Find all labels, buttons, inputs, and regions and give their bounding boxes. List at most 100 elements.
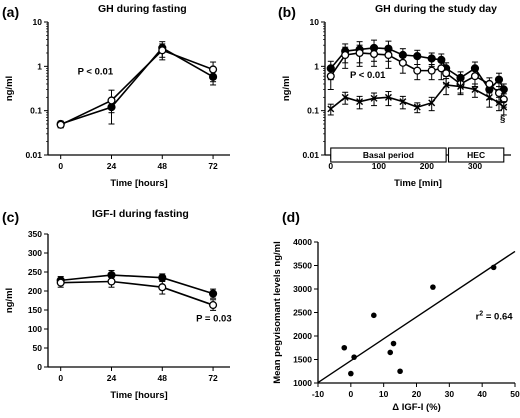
x-tick-label: 0 — [58, 373, 63, 383]
y-tick-label: 350 — [28, 229, 42, 239]
data-point — [158, 283, 167, 292]
x-tick-label: 40 — [477, 389, 487, 399]
y-tick-label: 200 — [28, 286, 42, 296]
data-point — [485, 93, 493, 101]
series-line — [60, 46, 214, 125]
data-point — [442, 69, 451, 78]
data-point — [384, 93, 392, 101]
panel-label: (b) — [278, 4, 296, 20]
y-axis-label: ng/ml — [4, 288, 15, 313]
data-point — [384, 50, 393, 60]
scatter-point — [341, 344, 348, 351]
panel-label: (a) — [2, 4, 19, 20]
data-point — [457, 83, 465, 91]
data-point — [209, 65, 218, 74]
data-point — [356, 98, 364, 106]
scatter-point — [490, 264, 497, 271]
data-point — [208, 289, 218, 298]
y-tick-label: 0 — [37, 362, 42, 372]
y-tick-label: 10 — [310, 17, 320, 27]
data-point — [470, 72, 480, 81]
panel-title: GH during the study day — [375, 3, 497, 15]
data-point — [56, 278, 65, 287]
scatter-point — [387, 349, 394, 356]
data-point — [107, 96, 116, 105]
data-point — [442, 81, 450, 89]
data-point — [427, 54, 436, 63]
x-tick-label: 300 — [468, 161, 482, 171]
data-point — [437, 64, 446, 73]
data-point — [428, 99, 436, 107]
period-label: Basal period — [363, 150, 414, 160]
x-tick-label: 72 — [208, 373, 218, 383]
data-point — [341, 93, 349, 101]
annotation-part: r — [476, 312, 480, 323]
y-tick-label: 4000 — [293, 237, 312, 247]
data-point — [209, 301, 218, 310]
y-axis-label: ng/ml — [281, 76, 292, 101]
data-point — [485, 79, 494, 89]
annotation: § — [500, 114, 505, 125]
panel-3: (c) IGF-I during fasting 0 50 100 150 200 250 30… — [2, 208, 232, 401]
data-point — [370, 94, 378, 102]
panel-1: (a) GH during fasting 0.01 0.1 1 10 0 24 48 72 Tim… — [2, 3, 230, 189]
annotation: P < 0.01 — [78, 67, 114, 78]
y-tick-label: 1000 — [293, 378, 312, 388]
x-axis-label: Time [hours] — [110, 390, 167, 401]
scatter-point — [348, 370, 354, 377]
y-tick-label: 300 — [28, 248, 42, 258]
y-axis-label: Mean pegvisomant levels ng/ml — [272, 241, 283, 384]
y-tick-label: 250 — [28, 267, 42, 277]
y-tick-label: 1500 — [293, 355, 312, 365]
panel-title: GH during fasting — [98, 3, 187, 15]
x-axis-label: Time [hours] — [110, 178, 167, 189]
y-tick-label: 50 — [33, 343, 43, 353]
data-point — [107, 277, 116, 286]
panel-label: (c) — [2, 209, 19, 225]
data-point — [341, 50, 350, 60]
scatter-point — [351, 354, 357, 360]
x-tick-label: 30 — [445, 389, 455, 399]
data-point — [399, 98, 407, 106]
annotation: P = 0.03 — [196, 313, 231, 324]
series-2 — [326, 44, 508, 108]
series-line — [60, 280, 214, 306]
annotation-superscript: 2 — [479, 311, 483, 318]
x-tick-label: 48 — [158, 161, 168, 171]
y-tick-label: 0.01 — [25, 150, 42, 160]
fit-line — [317, 250, 516, 384]
panel-label: (d) — [282, 209, 300, 225]
y-tick-label: 150 — [28, 305, 42, 315]
x-axis-label: Δ IGF-I (%) — [392, 402, 441, 413]
y-tick-label: 0.1 — [307, 106, 319, 116]
data-point — [413, 103, 421, 111]
scatter-point — [397, 368, 403, 375]
x-tick-label: 0 — [58, 161, 63, 171]
data-point — [500, 103, 508, 111]
data-point — [413, 66, 422, 75]
y-tick-label: 10 — [33, 17, 43, 27]
data-point — [494, 75, 504, 84]
panel-title: IGF-I during fasting — [92, 208, 189, 220]
x-tick-label: 0 — [348, 389, 353, 399]
y-axis-label: ng/ml — [4, 76, 15, 101]
annotation: r2 = 0.64 — [476, 311, 514, 323]
x-tick-label: 100 — [372, 161, 386, 171]
x-tick-label: 50 — [510, 389, 520, 399]
x-tick-label: 24 — [107, 161, 117, 171]
x-tick-label: 20 — [412, 389, 422, 399]
scatter-point — [430, 284, 436, 290]
y-tick-label: 2500 — [293, 308, 312, 318]
x-tick-label: 10 — [379, 389, 389, 399]
series-line — [60, 274, 214, 295]
x-tick-label: 24 — [107, 373, 117, 383]
data-point — [471, 86, 479, 94]
x-tick-label: 48 — [158, 373, 168, 383]
scatter-point — [371, 312, 377, 319]
scatter-point — [390, 340, 397, 347]
x-tick-label: 200 — [420, 161, 434, 171]
x-tick-label: 0 — [328, 161, 333, 171]
x-tick-label: 72 — [208, 161, 218, 171]
